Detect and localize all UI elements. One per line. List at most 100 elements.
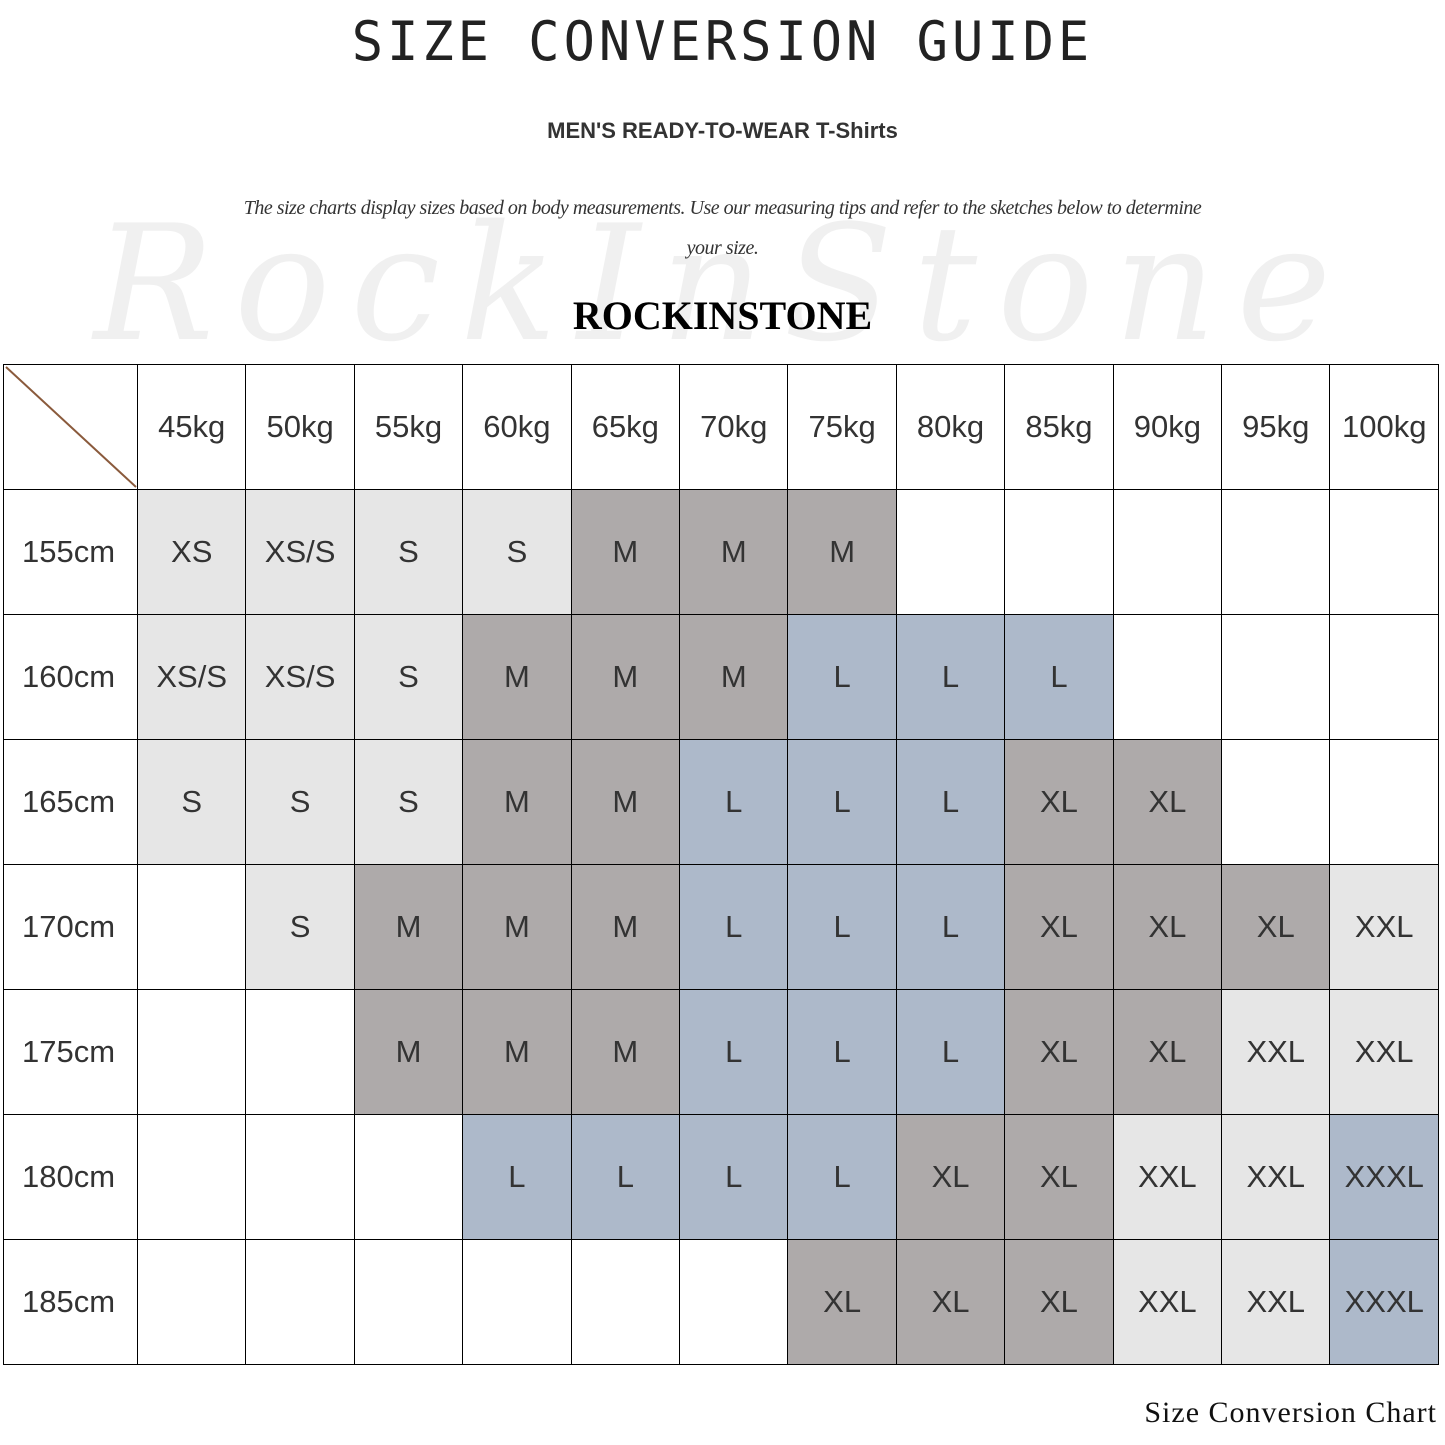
size-cell <box>1112 489 1223 615</box>
row-header: 170cm <box>3 864 138 990</box>
column-header: 80kg <box>895 364 1006 490</box>
column-header: 95kg <box>1221 364 1331 490</box>
corner-cell <box>3 364 138 490</box>
size-cell: M <box>462 989 572 1115</box>
size-cell <box>895 489 1006 615</box>
size-cell <box>136 1239 247 1365</box>
size-cell: XS/S <box>245 614 355 740</box>
column-header: 90kg <box>1112 364 1223 490</box>
size-cell: XL <box>895 1114 1006 1240</box>
size-cell: XL <box>1112 864 1223 990</box>
size-cell: S <box>136 739 247 865</box>
size-cell: M <box>570 489 681 615</box>
size-cell: XL <box>1004 1114 1114 1240</box>
size-cell: L <box>895 989 1006 1115</box>
size-cell: M <box>570 989 681 1115</box>
size-cell: M <box>462 864 572 990</box>
size-cell: XL <box>1004 1239 1114 1365</box>
size-cell: XXL <box>1329 989 1439 1115</box>
size-cell: M <box>462 614 572 740</box>
row-header: 175cm <box>3 989 138 1115</box>
size-cell: S <box>353 489 464 615</box>
table-row: 180cm L L L L XL XL XXL XXL XXXL <box>3 1114 1439 1240</box>
size-cell <box>1329 614 1439 740</box>
header-row: 45kg 50kg 55kg 60kg 65kg 70kg 75kg 80kg 85kg 90kg… <box>3 364 1439 490</box>
column-header: 65kg <box>570 364 681 490</box>
table-row: 160cm XS/S XS/S S M M M L L L <box>3 614 1439 740</box>
size-cell: XL <box>1221 864 1331 990</box>
row-header: 185cm <box>3 1239 138 1365</box>
size-cell: M <box>679 614 789 740</box>
size-cell: L <box>1004 614 1114 740</box>
size-cell: L <box>787 739 897 865</box>
size-cell: M <box>679 489 789 615</box>
size-cell: S <box>245 739 355 865</box>
table-row: 170cm S M M M L L L XL XL XL XXL <box>3 864 1439 990</box>
size-cell: L <box>679 989 789 1115</box>
size-cell <box>136 989 247 1115</box>
size-cell: L <box>679 864 789 990</box>
size-cell: XXXL <box>1329 1239 1439 1365</box>
size-cell <box>136 864 247 990</box>
size-cell <box>1329 489 1439 615</box>
size-cell: XL <box>895 1239 1006 1365</box>
size-cell <box>1004 489 1114 615</box>
size-cell <box>1221 739 1331 865</box>
table-row: 185cm XL XL XL XXL XXL XXXL <box>3 1239 1439 1365</box>
size-cell: XXL <box>1221 1114 1331 1240</box>
size-cell: XXL <box>1221 989 1331 1115</box>
size-cell: M <box>570 864 681 990</box>
size-cell: M <box>787 489 897 615</box>
column-header: 50kg <box>245 364 355 490</box>
size-cell: L <box>570 1114 681 1240</box>
size-cell <box>245 989 355 1115</box>
size-cell: L <box>787 1114 897 1240</box>
size-cell: XXL <box>1329 864 1439 990</box>
table-row: 175cm M M M L L L XL XL XXL XXL <box>3 989 1439 1115</box>
size-cell <box>353 1239 464 1365</box>
size-cell <box>1221 614 1331 740</box>
size-cell: XL <box>787 1239 897 1365</box>
column-header: 70kg <box>679 364 789 490</box>
description: The size charts display sizes based on b… <box>243 197 1202 259</box>
size-cell: XL <box>1112 989 1223 1115</box>
size-cell: S <box>353 739 464 865</box>
size-cell: L <box>895 864 1006 990</box>
column-header: 75kg <box>787 364 897 490</box>
size-cell: L <box>462 1114 572 1240</box>
page-title: SIZE CONVERSION GUIDE <box>351 10 1094 74</box>
size-cell <box>136 1114 247 1240</box>
size-cell: L <box>895 614 1006 740</box>
row-header: 165cm <box>3 739 138 865</box>
size-cell <box>1221 489 1331 615</box>
column-header: 45kg <box>136 364 247 490</box>
size-cell: S <box>245 864 355 990</box>
size-table: 45kg 50kg 55kg 60kg 65kg 70kg 75kg 80kg 85kg 90kg… <box>3 364 1439 1365</box>
page-subtitle: MEN'S READY-TO-WEAR T-Shirts <box>547 118 898 143</box>
size-cell: XS/S <box>245 489 355 615</box>
size-cell: XL <box>1004 739 1114 865</box>
size-cell: L <box>787 864 897 990</box>
size-cell <box>679 1239 789 1365</box>
size-cell <box>1112 614 1223 740</box>
size-cell: M <box>570 614 681 740</box>
size-cell: XXL <box>1112 1239 1223 1365</box>
column-header: 55kg <box>353 364 464 490</box>
size-cell: M <box>570 739 681 865</box>
size-cell: L <box>895 739 1006 865</box>
size-cell: XXL <box>1221 1239 1331 1365</box>
size-cell: M <box>353 864 464 990</box>
size-cell: L <box>787 614 897 740</box>
column-header: 60kg <box>462 364 572 490</box>
row-header: 155cm <box>3 489 138 615</box>
size-cell: XXL <box>1112 1114 1223 1240</box>
table-row: 155cm XS XS/S S S M M M <box>3 489 1439 615</box>
footer-caption: Size Conversion Chart <box>1144 1396 1437 1429</box>
size-cell: L <box>679 739 789 865</box>
size-cell: XS <box>136 489 247 615</box>
size-cell <box>245 1239 355 1365</box>
size-cell <box>353 1114 464 1240</box>
brand-name: ROCKINSTONE <box>572 293 873 338</box>
size-cell: M <box>462 739 572 865</box>
size-cell: XL <box>1004 989 1114 1115</box>
